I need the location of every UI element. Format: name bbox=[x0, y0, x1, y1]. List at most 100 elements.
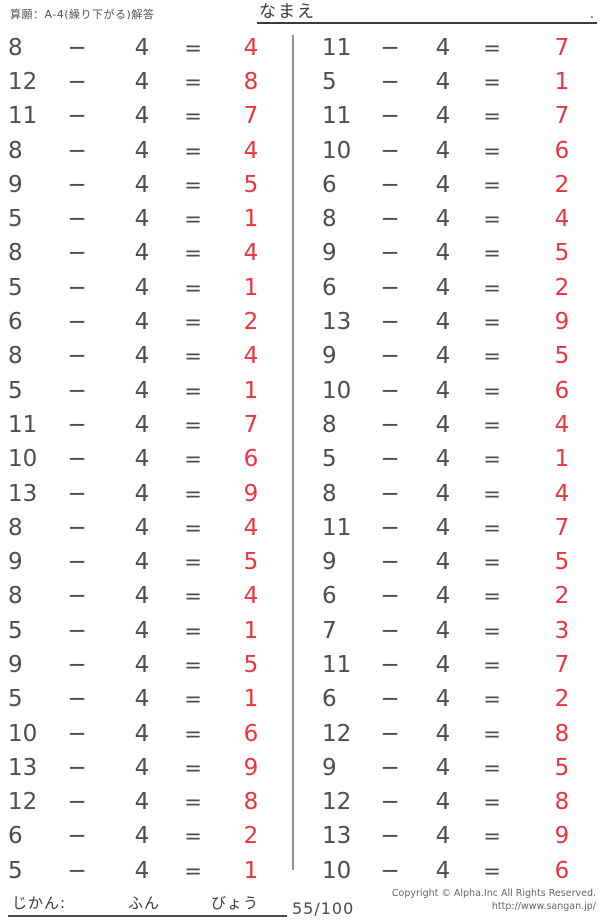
problem-row: 9 − 4 = 5 bbox=[292, 751, 600, 785]
equals-sign: = bbox=[483, 241, 501, 266]
subtrahend: 4 bbox=[134, 309, 150, 336]
minus-operator: − bbox=[67, 171, 87, 198]
problem-row: 13 − 4 = 9 bbox=[0, 751, 292, 785]
problem-row: 6 − 4 = 2 bbox=[292, 580, 600, 614]
minuend: 6 bbox=[322, 583, 337, 610]
time-label: じかん: bbox=[12, 894, 67, 912]
minus-operator: − bbox=[380, 103, 400, 130]
minus-operator: − bbox=[380, 651, 400, 678]
answer: 6 bbox=[243, 446, 259, 473]
minuend: 10 bbox=[322, 857, 352, 884]
minus-operator: − bbox=[67, 857, 87, 884]
subtrahend: 4 bbox=[435, 789, 451, 816]
problem-row: 11 − 4 = 7 bbox=[0, 100, 292, 134]
answer: 4 bbox=[243, 343, 259, 370]
minus-operator: − bbox=[380, 857, 400, 884]
equals-sign: = bbox=[483, 790, 501, 815]
problem-row: 8 − 4 = 4 bbox=[292, 477, 600, 511]
minus-operator: − bbox=[67, 617, 87, 644]
problem-row: 6 − 4 = 2 bbox=[292, 271, 600, 305]
equals-sign: = bbox=[483, 35, 501, 60]
answer: 4 bbox=[554, 480, 570, 507]
subtrahend: 4 bbox=[435, 823, 451, 850]
answer: 7 bbox=[554, 103, 570, 130]
subtrahend: 4 bbox=[134, 446, 150, 473]
minuend: 12 bbox=[322, 789, 352, 816]
problem-row: 9 − 4 = 5 bbox=[292, 545, 600, 579]
equals-sign: = bbox=[184, 35, 202, 60]
minuend: 8 bbox=[322, 480, 337, 507]
answer: 4 bbox=[554, 411, 570, 438]
equals-sign: = bbox=[483, 550, 501, 575]
answer: 4 bbox=[243, 583, 259, 610]
minus-operator: − bbox=[67, 377, 87, 404]
subtrahend: 4 bbox=[435, 446, 451, 473]
problems-column-right: 11 − 4 = 7 5 − 4 = 1 11 − 4 = 7 10 − 4 =… bbox=[292, 31, 600, 888]
minus-operator: − bbox=[67, 823, 87, 850]
problem-row: 5 − 4 = 1 bbox=[0, 202, 292, 236]
minus-operator: − bbox=[67, 137, 87, 164]
score-value: 55/100 bbox=[292, 899, 355, 918]
answer: 2 bbox=[554, 686, 570, 713]
subtrahend: 4 bbox=[435, 377, 451, 404]
answer: 1 bbox=[243, 206, 259, 233]
problem-row: 6 − 4 = 2 bbox=[0, 820, 292, 854]
equals-sign: = bbox=[483, 138, 501, 163]
minuend: 5 bbox=[8, 857, 23, 884]
minus-operator: − bbox=[67, 514, 87, 541]
answer: 9 bbox=[243, 754, 259, 781]
minus-operator: − bbox=[67, 686, 87, 713]
subtrahend: 4 bbox=[134, 68, 150, 95]
minuend: 11 bbox=[322, 34, 352, 61]
problem-row: 10 − 4 = 6 bbox=[292, 854, 600, 888]
problem-row: 11 − 4 = 7 bbox=[292, 100, 600, 134]
problem-row: 8 − 4 = 4 bbox=[292, 408, 600, 442]
subtrahend: 4 bbox=[435, 171, 451, 198]
subtrahend: 4 bbox=[435, 754, 451, 781]
minuend: 11 bbox=[322, 103, 352, 130]
subtrahend: 4 bbox=[435, 583, 451, 610]
subtrahend: 4 bbox=[134, 411, 150, 438]
subtrahend: 4 bbox=[435, 274, 451, 301]
minus-operator: − bbox=[380, 583, 400, 610]
equals-sign: = bbox=[483, 584, 501, 609]
minus-operator: − bbox=[380, 171, 400, 198]
minus-operator: − bbox=[380, 377, 400, 404]
minuend: 9 bbox=[322, 240, 337, 267]
equals-sign: = bbox=[483, 858, 501, 883]
subtrahend: 4 bbox=[435, 240, 451, 267]
problem-row: 12 − 4 = 8 bbox=[0, 65, 292, 99]
time-field: じかん: ふん びょう bbox=[8, 894, 287, 917]
problem-row: 5 − 4 = 1 bbox=[0, 683, 292, 717]
equals-sign: = bbox=[184, 447, 202, 472]
answer: 5 bbox=[554, 343, 570, 370]
answer: 2 bbox=[243, 309, 259, 336]
equals-sign: = bbox=[483, 687, 501, 712]
problem-row: 12 − 4 = 8 bbox=[292, 717, 600, 751]
minus-operator: − bbox=[67, 309, 87, 336]
minus-operator: − bbox=[380, 754, 400, 781]
minus-operator: − bbox=[380, 240, 400, 267]
minus-operator: − bbox=[67, 720, 87, 747]
subtrahend: 4 bbox=[134, 343, 150, 370]
answer: 7 bbox=[554, 514, 570, 541]
answer: 8 bbox=[554, 720, 570, 747]
minus-operator: − bbox=[67, 240, 87, 267]
problem-row: 13 − 4 = 9 bbox=[292, 820, 600, 854]
equals-sign: = bbox=[184, 481, 202, 506]
subtrahend: 4 bbox=[435, 720, 451, 747]
minuend: 5 bbox=[8, 274, 23, 301]
minuend: 5 bbox=[322, 68, 337, 95]
equals-sign: = bbox=[483, 207, 501, 232]
subtrahend: 4 bbox=[134, 480, 150, 507]
minuend: 9 bbox=[322, 343, 337, 370]
equals-sign: = bbox=[184, 344, 202, 369]
subtrahend: 4 bbox=[134, 377, 150, 404]
minuend: 11 bbox=[322, 651, 352, 678]
equals-sign: = bbox=[184, 790, 202, 815]
subtrahend: 4 bbox=[134, 206, 150, 233]
subtrahend: 4 bbox=[134, 754, 150, 781]
equals-sign: = bbox=[483, 447, 501, 472]
subtrahend: 4 bbox=[134, 789, 150, 816]
problem-row: 6 − 4 = 2 bbox=[292, 683, 600, 717]
